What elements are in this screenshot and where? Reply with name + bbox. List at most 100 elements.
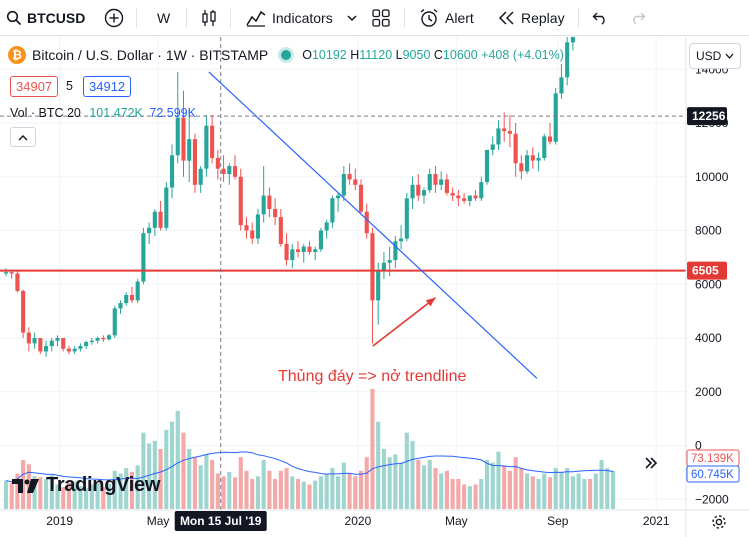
candle-body bbox=[421, 190, 427, 196]
volume-bar bbox=[238, 457, 243, 509]
price-tick-label: 0 bbox=[695, 439, 702, 453]
undo-button[interactable] bbox=[592, 0, 608, 36]
chart-type-button[interactable] bbox=[201, 0, 217, 36]
bitcoin-logo-icon: ₿ bbox=[8, 46, 26, 64]
candle-body bbox=[547, 136, 553, 142]
indicators-dropdown[interactable] bbox=[347, 0, 357, 36]
candle-body bbox=[106, 335, 112, 340]
candle-body bbox=[175, 117, 180, 156]
sell-button[interactable]: 34907 bbox=[10, 76, 59, 97]
interval-button[interactable]: W bbox=[157, 0, 170, 36]
candle-body bbox=[519, 163, 524, 172]
candles bbox=[3, 37, 575, 357]
candle-body bbox=[433, 174, 438, 185]
volume-bar bbox=[553, 468, 558, 509]
candle-body bbox=[15, 273, 20, 291]
candle-body bbox=[353, 179, 358, 185]
candle-body bbox=[101, 338, 106, 340]
candle-body bbox=[467, 195, 472, 201]
candle-body bbox=[358, 184, 364, 212]
volume-bar bbox=[129, 471, 135, 509]
time-tick-label: Sep bbox=[547, 514, 569, 528]
volume-bar bbox=[416, 459, 421, 509]
volume-bar bbox=[55, 484, 60, 509]
volume-bar bbox=[72, 481, 77, 509]
candle-body bbox=[450, 192, 455, 196]
candle-body bbox=[295, 249, 301, 252]
volume-bar bbox=[370, 389, 375, 509]
candle-body bbox=[536, 157, 541, 161]
candle-body bbox=[78, 346, 83, 349]
buy-button[interactable]: 34912 bbox=[83, 76, 132, 97]
volume-bar bbox=[21, 459, 26, 509]
candle-body bbox=[479, 182, 484, 199]
candle-body bbox=[507, 131, 512, 134]
candles-icon bbox=[202, 10, 216, 26]
candle-body bbox=[255, 214, 260, 239]
volume-bar bbox=[513, 457, 518, 509]
volume-bar bbox=[181, 432, 186, 509]
volume-bar bbox=[290, 476, 295, 509]
volume-bar bbox=[89, 484, 94, 509]
volume-bar bbox=[84, 488, 89, 509]
collapse-legend-button[interactable] bbox=[10, 127, 36, 147]
symbol-title[interactable]: Bitcoin / U.S. Dollar · 1W · BITSTAMP bbox=[32, 47, 269, 63]
price-tick-label: 2000 bbox=[695, 385, 722, 399]
volume-bar bbox=[387, 457, 392, 509]
candle-body bbox=[26, 332, 31, 344]
volume-bar bbox=[364, 457, 369, 509]
scroll-to-realtime-button[interactable] bbox=[640, 452, 662, 474]
candle-body bbox=[43, 346, 49, 352]
toolbar-divider bbox=[404, 8, 405, 28]
volume-bar bbox=[318, 476, 323, 509]
volume-bar bbox=[479, 479, 484, 509]
axes: 14000120001000080006000400020000−2000122… bbox=[0, 37, 749, 537]
replay-label: Replay bbox=[521, 10, 565, 26]
candle-body bbox=[32, 338, 37, 344]
candle-body bbox=[307, 246, 312, 252]
volume-title[interactable]: Vol · BTC 20 bbox=[10, 106, 81, 120]
layouts-button[interactable] bbox=[372, 0, 390, 36]
volume-bar bbox=[393, 454, 398, 509]
symbol-search[interactable]: BTCUSD bbox=[6, 0, 85, 36]
chevron-down-icon bbox=[347, 15, 357, 22]
volume-bar bbox=[284, 468, 289, 509]
candle-body bbox=[370, 233, 375, 301]
volume-bar bbox=[187, 449, 192, 509]
volume-bar bbox=[410, 440, 415, 509]
replay-button[interactable]: Replay bbox=[498, 0, 565, 36]
candle-body bbox=[284, 243, 289, 261]
candle-body bbox=[416, 184, 421, 196]
volume-ma-line bbox=[5, 451, 614, 483]
compare-button[interactable] bbox=[104, 0, 124, 36]
candle-body bbox=[204, 125, 209, 169]
indicators-button[interactable]: Indicators bbox=[246, 0, 333, 36]
candle-body bbox=[559, 77, 564, 94]
brand-name: TradingView bbox=[46, 474, 161, 496]
layout-grid-icon bbox=[372, 9, 390, 27]
candle-body bbox=[278, 217, 283, 244]
chevron-up-icon bbox=[18, 134, 28, 140]
trendline bbox=[208, 71, 538, 379]
annotation-text: Thủng đáy => nở trendline bbox=[278, 368, 467, 385]
currency-select[interactable]: USD bbox=[689, 43, 741, 69]
volume-bar bbox=[605, 468, 610, 509]
candle-body bbox=[38, 338, 43, 352]
price-tag-label: 6505 bbox=[692, 264, 719, 278]
candle-body bbox=[227, 166, 232, 175]
candle-body bbox=[513, 133, 518, 164]
volume-bar bbox=[152, 440, 157, 509]
chart-settings-button[interactable] bbox=[709, 512, 729, 532]
crosshair-date-label: Mon 15 Jul '19 bbox=[180, 514, 262, 528]
candle-body bbox=[376, 270, 381, 301]
spread-value: 5 bbox=[66, 79, 73, 93]
volume-bar bbox=[9, 482, 14, 509]
alert-button[interactable]: Alert bbox=[419, 0, 474, 36]
volume-bar bbox=[576, 473, 581, 509]
market-open-icon bbox=[278, 47, 295, 63]
interval-label: W bbox=[157, 10, 171, 26]
candle-body bbox=[169, 155, 175, 188]
volume-bar bbox=[456, 479, 461, 509]
redo-button[interactable] bbox=[630, 0, 646, 36]
